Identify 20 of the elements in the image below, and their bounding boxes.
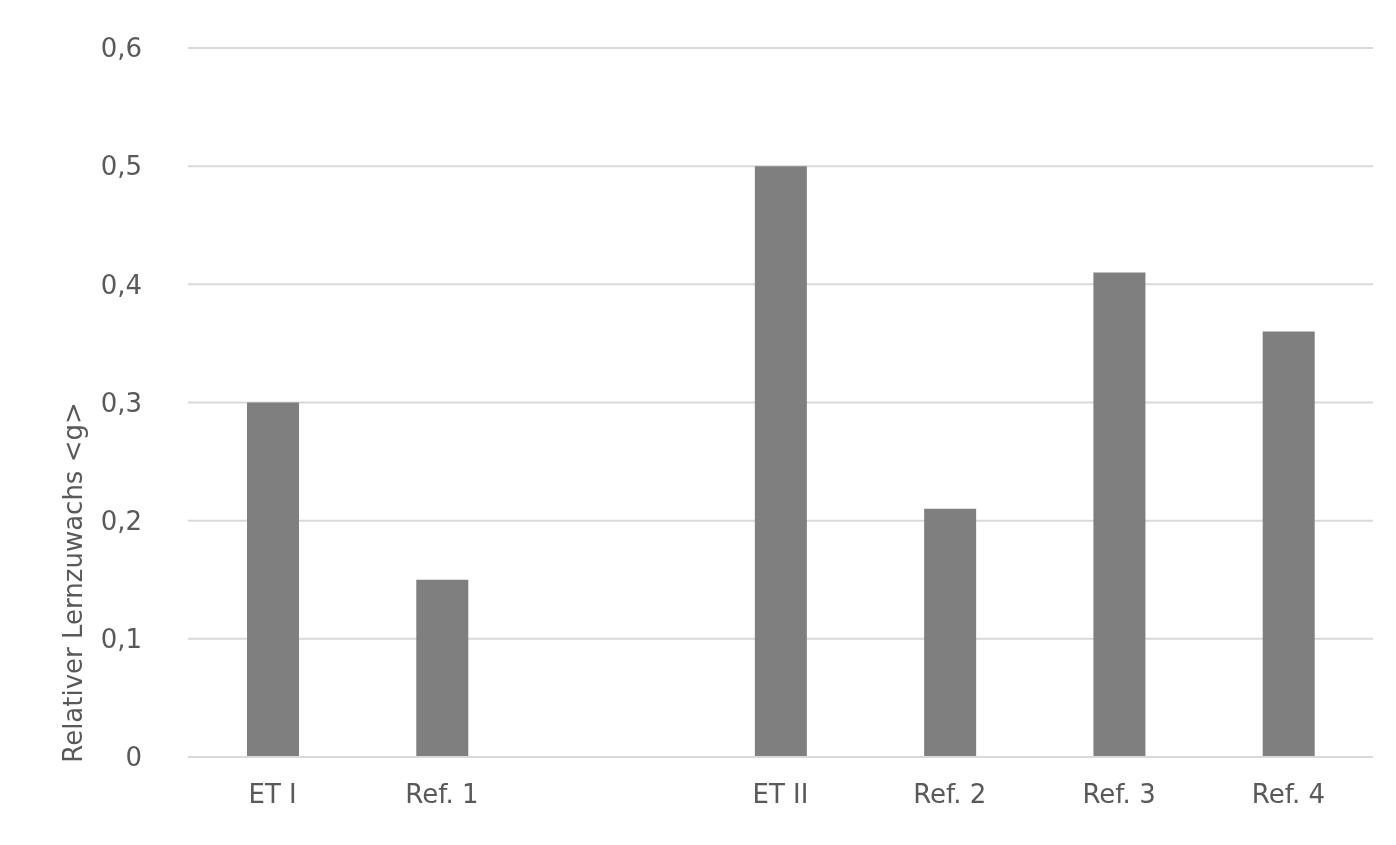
y-tick-label: 0	[125, 742, 142, 773]
y-tick-label: 0,3	[100, 387, 142, 418]
x-tick-label: ET II	[752, 779, 809, 810]
y-tick-label: 0,2	[100, 505, 142, 536]
y-tick-label: 0,5	[100, 151, 142, 182]
x-tick-label: Ref. 4	[1251, 779, 1325, 810]
bar	[924, 508, 977, 757]
y-tick-label: 0,6	[100, 33, 142, 64]
y-axis-title: Relativer Lernzuwachs <g>	[58, 402, 89, 763]
bar	[1262, 331, 1315, 757]
x-tick-label: Ref. 3	[1082, 779, 1156, 810]
bar	[754, 166, 807, 757]
bar	[416, 579, 469, 757]
x-tick-label: Ref. 2	[913, 779, 987, 810]
bar	[247, 402, 299, 757]
x-tick-label: ET I	[248, 779, 297, 810]
x-tick-label: Ref. 1	[405, 779, 479, 810]
bar	[1093, 272, 1146, 757]
y-tick-label: 0,1	[100, 624, 142, 655]
y-tick-label: 0,4	[100, 269, 142, 300]
